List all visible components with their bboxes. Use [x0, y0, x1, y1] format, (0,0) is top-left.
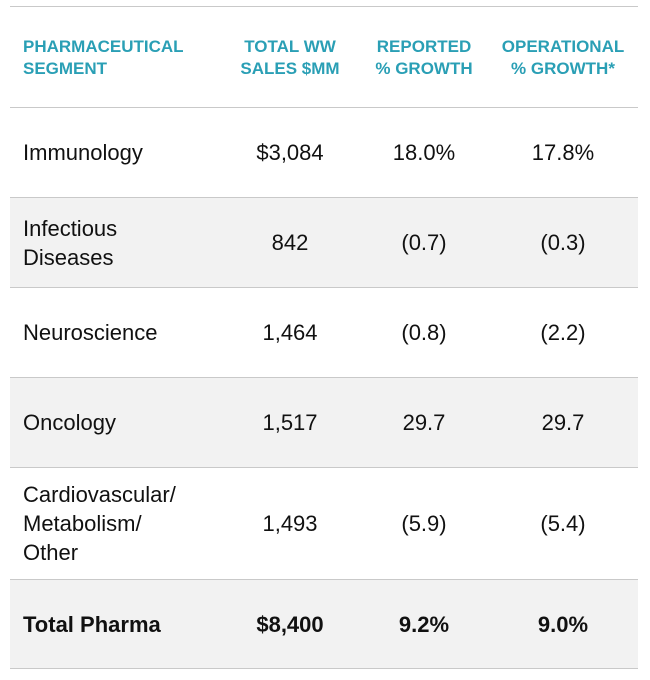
row-reported-growth: (5.9) [401, 511, 447, 536]
table-row: Cardiovascular/ Metabolism/ Other 1,493 … [10, 468, 638, 580]
header-segment: PHARMACEUTICAL SEGMENT [23, 37, 184, 78]
row-segment: Neuroscience [23, 320, 158, 345]
table-header-row: PHARMACEUTICAL SEGMENT TOTAL WW SALES $M… [10, 7, 638, 108]
row-reported-growth: 29.7 [402, 410, 446, 435]
row-segment: Oncology [23, 410, 116, 435]
row-segment: Immunology [23, 140, 143, 165]
table-total-row: Total Pharma $8,400 9.2% 9.0% [10, 580, 638, 669]
row-operational-growth: (2.2) [540, 320, 586, 345]
row-sales: 842 [271, 230, 309, 255]
row-operational-growth: 29.7 [541, 410, 585, 435]
row-operational-growth: (5.4) [540, 511, 586, 536]
total-segment: Total Pharma [23, 611, 161, 637]
table-row: Neuroscience 1,464 (0.8) (2.2) [10, 288, 638, 378]
total-reported-growth: 9.2% [398, 611, 450, 637]
total-sales: $8,400 [256, 611, 324, 637]
table-row: Immunology $3,084 18.0% 17.8% [10, 108, 638, 198]
row-reported-growth: (0.8) [401, 320, 447, 345]
row-operational-growth: 17.8% [531, 140, 595, 165]
row-sales: 1,464 [262, 320, 318, 345]
row-sales: $3,084 [256, 140, 324, 165]
row-operational-growth: (0.3) [540, 230, 586, 255]
row-segment: Cardiovascular/ Metabolism/ Other [23, 482, 176, 565]
row-reported-growth: 18.0% [392, 140, 456, 165]
table-row: Infectious Diseases 842 (0.7) (0.3) [10, 198, 638, 288]
row-sales: 1,493 [262, 511, 318, 536]
row-segment: Infectious Diseases [23, 215, 118, 270]
row-reported-growth: (0.7) [401, 230, 447, 255]
row-sales: 1,517 [262, 410, 318, 435]
total-operational-growth: 9.0% [537, 611, 589, 637]
header-total-ww-sales: TOTAL WW SALES $MM [240, 37, 340, 78]
header-reported-growth: REPORTED % GROWTH [375, 37, 473, 78]
header-operational-growth: OPERATIONAL % GROWTH* [501, 37, 625, 78]
pharma-segment-table: PHARMACEUTICAL SEGMENT TOTAL WW SALES $M… [10, 6, 638, 669]
table-row: Oncology 1,517 29.7 29.7 [10, 378, 638, 468]
